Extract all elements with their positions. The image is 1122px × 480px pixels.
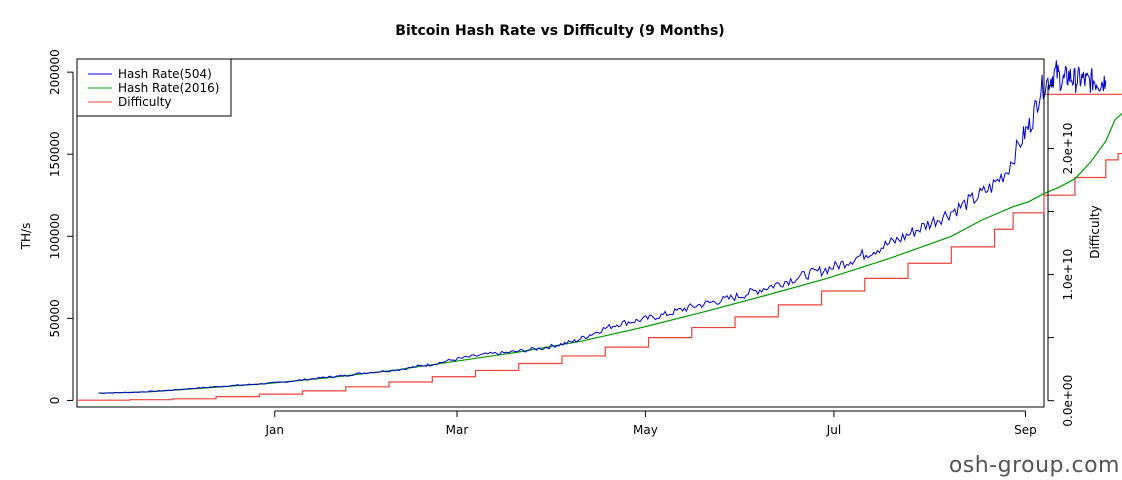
- legend: Hash Rate(504) Hash Rate(2016) Difficult…: [76, 58, 232, 117]
- x-tick-label: Jan: [264, 423, 284, 437]
- y-axis-right: 0.0e+00 1.0e+10 2.0e+10: [1047, 84, 1075, 427]
- y-left-tick-label: 200000: [48, 49, 62, 95]
- y-right-tick-label: 2.0e+10: [1061, 123, 1075, 175]
- legend-entry-hash-2016: Hash Rate(2016): [118, 81, 219, 95]
- watermark: osh-group.com: [948, 453, 1120, 478]
- x-tick-label: Mar: [446, 423, 469, 437]
- y-left-tick-label: 0: [48, 397, 62, 405]
- legend-entry-difficulty: Difficulty: [118, 95, 172, 109]
- series-line-hash-2016: [98, 112, 1122, 394]
- x-axis: Jan Mar May Jul Sep: [264, 410, 1037, 437]
- legend-entry-hash-504: Hash Rate(504): [118, 67, 212, 81]
- y-left-tick-label: 100000: [48, 213, 62, 259]
- plot-frame: [76, 58, 1045, 408]
- chart-title: Bitcoin Hash Rate vs Difficulty (9 Month…: [395, 23, 724, 39]
- y-left-tick-label: 150000: [48, 131, 62, 177]
- y-left-tick-label: 50000: [48, 299, 62, 337]
- plot-lines: [77, 60, 1122, 401]
- x-tick-label: Jul: [826, 423, 841, 437]
- y-axis-left: 0 50000 100000 150000 200000: [48, 49, 74, 405]
- y-axis-right-label: Difficulty: [1088, 205, 1102, 259]
- x-tick-label: May: [633, 423, 658, 437]
- series-line-hash-504: [98, 60, 1107, 394]
- y-right-tick-label: 0.0e+00: [1061, 375, 1075, 427]
- x-tick-label: Sep: [1014, 423, 1037, 437]
- series-line-difficulty: [77, 93, 1122, 401]
- y-right-tick-label: 1.0e+10: [1061, 249, 1075, 301]
- y-axis-left-label: TH/s: [19, 223, 33, 251]
